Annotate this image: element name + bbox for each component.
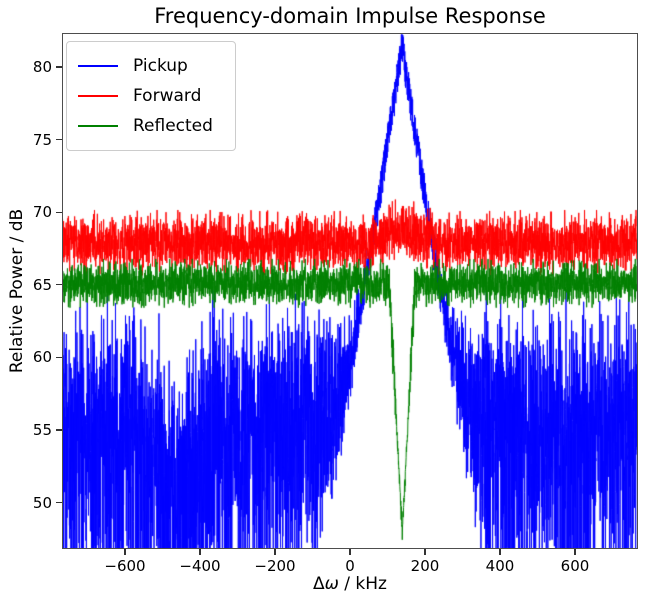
x-tick-label: −400: [179, 557, 221, 575]
x-tick-mark: [124, 549, 126, 555]
legend: Pickup Forward Reflected: [66, 41, 236, 151]
legend-line-reflected: [78, 125, 118, 127]
y-tick-mark: [56, 284, 62, 286]
y-tick-label: 70: [32, 203, 52, 222]
x-tick-mark: [274, 549, 276, 555]
legend-label-pickup: Pickup: [133, 56, 188, 76]
x-axis-label-omega: ω: [324, 574, 339, 594]
x-tick-mark: [424, 549, 426, 555]
x-tick-label: −600: [104, 557, 146, 575]
x-axis-label: Δω / kHz: [62, 574, 638, 594]
legend-line-pickup: [78, 65, 118, 67]
legend-label-reflected: Reflected: [133, 116, 213, 136]
x-tick-mark: [574, 549, 576, 555]
x-tick-mark: [199, 549, 201, 555]
legend-entry-forward: Forward: [78, 81, 221, 111]
y-tick-label: 65: [32, 275, 52, 294]
x-tick-label: 200: [410, 557, 440, 575]
x-tick-label: −200: [254, 557, 296, 575]
x-axis-label-units: / kHz: [338, 574, 387, 594]
x-tick-mark: [349, 549, 351, 555]
x-tick-mark: [499, 549, 501, 555]
legend-entry-pickup: Pickup: [78, 51, 221, 81]
y-tick-mark: [56, 429, 62, 431]
y-tick-mark: [56, 138, 62, 141]
y-tick-label: 55: [32, 420, 52, 439]
y-tick-mark: [56, 501, 62, 504]
y-tick-label: 75: [32, 130, 52, 149]
chart-title: Frequency-domain Impulse Response: [154, 4, 546, 28]
legend-line-forward: [78, 95, 118, 97]
legend-label-forward: Forward: [133, 86, 202, 106]
x-tick-label: 0: [345, 557, 355, 575]
x-axis-label-delta: Δ: [313, 574, 325, 594]
y-tick-mark: [56, 66, 62, 68]
y-tick-mark: [56, 356, 62, 358]
y-tick-label: 60: [32, 348, 52, 367]
legend-entry-reflected: Reflected: [78, 111, 221, 141]
y-tick-label: 50: [32, 493, 52, 512]
y-tick-mark: [56, 211, 62, 213]
x-tick-label: 600: [560, 557, 590, 575]
x-tick-label: 400: [485, 557, 515, 575]
y-tick-label: 80: [32, 57, 52, 76]
